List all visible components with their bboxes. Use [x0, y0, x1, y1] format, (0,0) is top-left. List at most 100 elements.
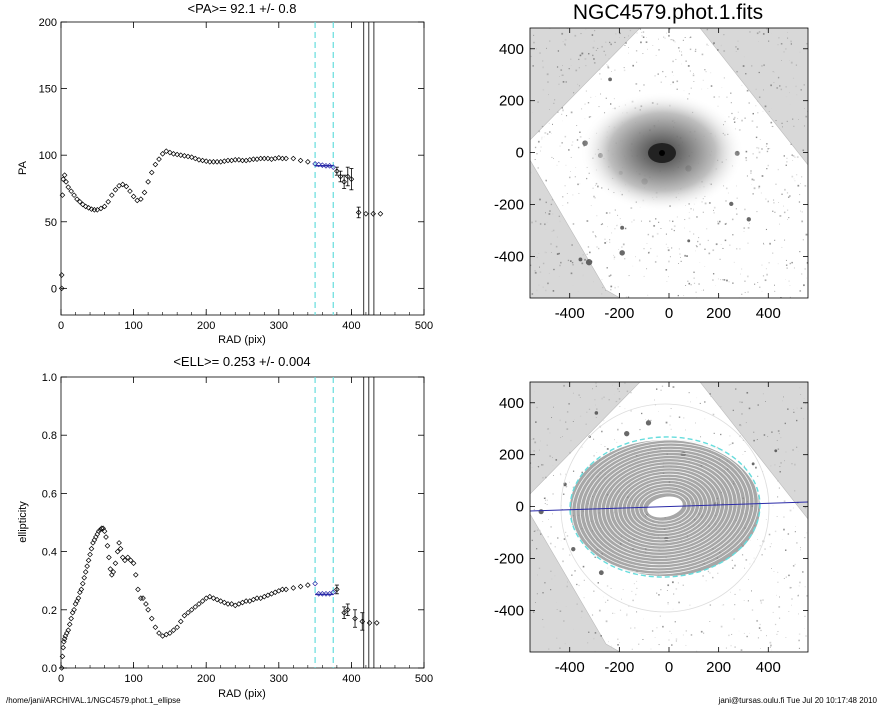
noise-speck — [573, 92, 575, 94]
noise-speck — [766, 143, 768, 145]
noise-speck — [729, 435, 731, 437]
pa-data-point — [85, 204, 92, 211]
footer-path: /home/jani/ARCHIVAL.1/NGC4579.phot.1_ell… — [6, 696, 181, 705]
ell-data-point — [290, 585, 297, 591]
noise-speck — [605, 97, 607, 99]
isophote-ring — [571, 439, 759, 575]
noise-speck — [726, 96, 728, 98]
noise-speck — [713, 96, 716, 98]
noise-speck — [695, 250, 696, 252]
noise-speck — [552, 213, 554, 215]
noise-speck — [720, 279, 722, 281]
noise-speck — [620, 223, 622, 225]
pa-data-point — [363, 210, 369, 217]
noise-speck — [572, 523, 574, 525]
noise-speck — [605, 54, 607, 56]
noise-speck — [549, 40, 551, 42]
noise-speck — [555, 245, 558, 248]
noise-speck — [769, 148, 771, 149]
noise-speck — [747, 227, 750, 229]
noise-speck — [762, 275, 765, 277]
noise-speck — [680, 51, 682, 53]
noise-speck — [666, 32, 667, 34]
noise-speck — [570, 156, 572, 158]
pa-data-point — [79, 201, 86, 208]
noise-speck — [545, 181, 547, 182]
noise-speck — [562, 493, 565, 495]
noise-speck — [574, 34, 577, 37]
noise-speck — [554, 546, 556, 548]
noise-speck — [704, 266, 706, 267]
noise-speck — [757, 404, 759, 406]
noise-speck — [690, 87, 692, 89]
pa-data-point — [152, 161, 159, 168]
noise-speck — [769, 646, 771, 648]
noise-speck — [567, 581, 568, 583]
noise-speck — [793, 409, 795, 410]
noise-speck — [539, 440, 541, 442]
noise-speck — [701, 53, 704, 56]
noise-speck — [751, 609, 754, 611]
pa-data-point — [225, 157, 231, 164]
noise-speck — [537, 574, 538, 576]
noise-speck — [784, 422, 786, 425]
ell-data-point — [122, 557, 128, 564]
isophote-ring — [575, 442, 755, 572]
pa-data-point — [185, 153, 191, 160]
noise-speck — [554, 575, 556, 577]
noise-speck — [552, 465, 554, 467]
noise-speck — [806, 532, 808, 534]
noise-speck — [709, 393, 711, 395]
noise-speck — [761, 65, 763, 67]
noise-speck — [614, 612, 616, 614]
noise-speck — [626, 613, 628, 615]
noise-speck — [592, 187, 594, 189]
noise-speck — [684, 37, 686, 38]
noise-speck — [761, 264, 763, 266]
noise-speck — [628, 605, 630, 607]
noise-speck — [792, 507, 794, 509]
pa-data-point — [101, 203, 108, 210]
noise-speck — [548, 272, 550, 274]
noise-speck — [770, 465, 772, 467]
noise-speck — [577, 83, 579, 85]
noise-speck — [544, 132, 547, 134]
noise-speck — [672, 60, 674, 63]
ell-data-point — [214, 596, 220, 603]
noise-speck — [588, 53, 590, 55]
noise-speck — [802, 571, 804, 573]
noise-speck — [539, 449, 540, 451]
noise-speck — [577, 291, 579, 293]
noise-speck — [675, 58, 677, 60]
noise-speck — [779, 223, 780, 225]
star-blob — [687, 239, 691, 243]
noise-speck — [670, 39, 672, 41]
noise-speck — [605, 212, 608, 214]
noise-speck — [783, 577, 785, 579]
noise-speck — [545, 618, 547, 620]
noise-speck — [712, 576, 714, 579]
noise-speck — [553, 114, 555, 116]
noise-speck — [572, 141, 574, 143]
noise-speck — [734, 646, 736, 648]
noise-speck — [777, 168, 779, 171]
noise-speck — [572, 392, 574, 394]
noise-speck — [801, 211, 803, 213]
noise-speck — [785, 164, 787, 167]
noise-speck — [676, 80, 679, 83]
noise-speck — [729, 244, 731, 246]
noise-speck — [705, 70, 707, 73]
isophote-ring — [617, 473, 713, 541]
noise-speck — [545, 212, 546, 214]
noise-speck — [730, 443, 732, 445]
noise-speck — [618, 383, 619, 385]
noise-speck — [593, 590, 595, 592]
noise-speck — [683, 90, 685, 92]
noise-speck — [783, 516, 785, 518]
ell-plot-ylabel: ellipticity — [17, 501, 29, 543]
noise-speck — [743, 227, 746, 229]
noise-speck — [613, 394, 615, 396]
noise-speck — [784, 460, 785, 462]
pa-data-point — [71, 192, 77, 198]
noise-speck — [581, 471, 584, 474]
